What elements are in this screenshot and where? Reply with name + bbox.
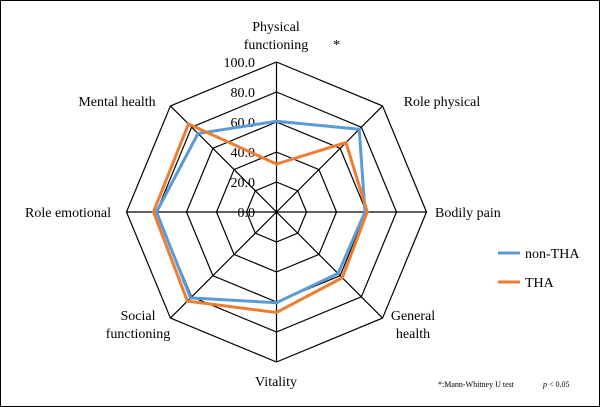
footnote: *:Mann-Whitney U test p < 0.05 [438,380,570,389]
significance-marker: * [333,38,340,53]
axis-label: functioning [244,38,309,53]
axis-spoke [276,105,383,213]
axis-labels: Physical functioning * Role physical Bodily … [25,20,501,390]
legend-label-tha: THA [525,276,555,291]
legend-label-non-tha: non-THA [525,247,580,262]
axis-label: Bodily pain [435,206,501,221]
legend: non-THA THA [498,247,580,291]
axis-label: General [391,309,435,324]
axis-label: Role physical [404,95,481,110]
tick-label: 40.0 [231,146,256,161]
axis-spoke [276,211,383,319]
grid [125,61,428,363]
tick-label: 20.0 [231,176,256,191]
footnote-test: *:Mann-Whitney U test [438,380,515,389]
axis-label: Physical [252,20,300,35]
axis-label: Mental health [78,95,155,110]
axis-label: health [396,327,430,342]
axis-label: functioning [106,327,171,342]
axis-label: Role emotional [25,206,111,221]
tick-label: 0.0 [238,206,256,221]
axis-label: Social [121,309,156,324]
axis-label: Vitality [255,375,297,390]
tick-label: 100.0 [224,56,256,71]
footnote-p: p [542,380,547,389]
footnote-condition: < 0.05 [549,380,570,389]
tick-label: 80.0 [231,86,256,101]
series-group [151,119,369,315]
